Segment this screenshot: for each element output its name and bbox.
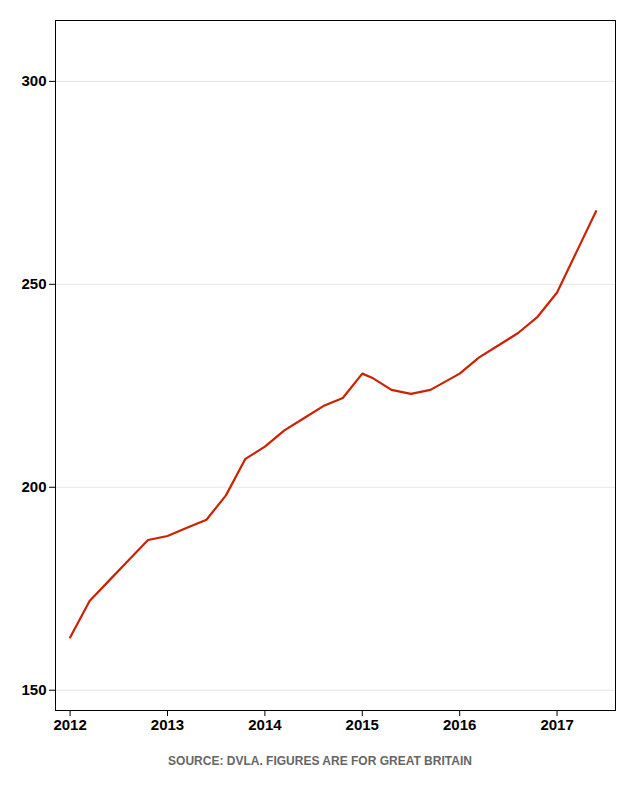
svg-text:150: 150 <box>21 681 46 698</box>
svg-text:200: 200 <box>21 478 46 495</box>
html-text:SOURCE: DVLA. FIGURES ARE FOR: SOURCE: DVLA. FIGURES ARE FOR GREAT BRIT… <box>168 754 472 768</box>
svg-text:2015: 2015 <box>346 716 379 733</box>
svg-text:300: 300 <box>21 72 46 89</box>
svg-text:250: 250 <box>21 275 46 292</box>
svg-text:2017: 2017 <box>540 716 573 733</box>
svg-text:2014: 2014 <box>248 716 282 733</box>
svg-text:2012: 2012 <box>53 716 86 733</box>
svg-text:2013: 2013 <box>151 716 184 733</box>
svg-text:2016: 2016 <box>443 716 476 733</box>
